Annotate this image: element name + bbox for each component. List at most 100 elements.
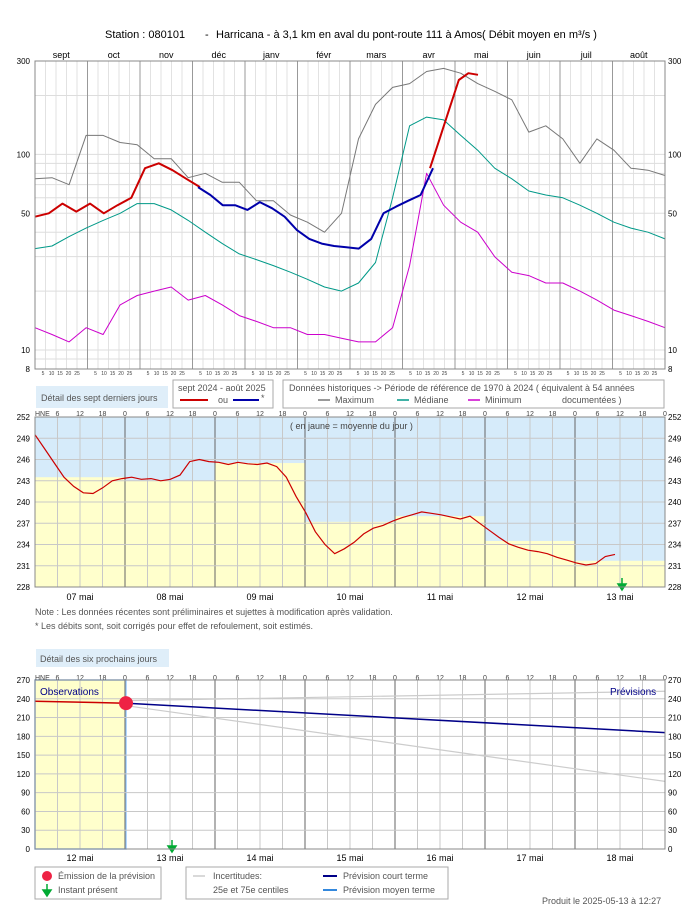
day-tick-label: 5 (199, 371, 202, 377)
y-tick-right: 120 (668, 770, 682, 779)
y-tick-right: 180 (668, 732, 682, 741)
month-label: juil (580, 50, 592, 60)
day-tick-label: 25 (232, 371, 238, 377)
hour-label: 12 (616, 411, 624, 418)
day-tick-label: 20 (486, 371, 492, 377)
day-tick-label: 10 (259, 371, 265, 377)
forecast-series (34, 690, 666, 854)
day-tick-label: 10 (521, 371, 527, 377)
day-tick-label: 5 (619, 371, 622, 377)
month-label: févr (316, 50, 331, 60)
y-tick-left: 300 (17, 57, 31, 66)
hour-label: 0 (483, 411, 487, 418)
hour-label: 6 (56, 675, 60, 682)
month-label: nov (159, 50, 174, 60)
hour-label: 12 (526, 411, 534, 418)
y-tick-right: 0 (668, 845, 673, 854)
day-label: 11 mai (427, 592, 453, 602)
legend-right-box (185, 866, 449, 900)
y-tick-right: 270 (668, 676, 682, 685)
y-tick-left: 270 (17, 676, 31, 685)
day-tick-label: 15 (110, 371, 116, 377)
hour-label: 0 (303, 411, 307, 418)
legend-emission: Émission de la prévision (58, 871, 155, 881)
hour-label: 6 (236, 675, 240, 682)
y-tick-left: 228 (17, 583, 31, 592)
hour-label: 18 (369, 411, 377, 418)
hour-label: 6 (506, 411, 510, 418)
hour-label: 12 (76, 411, 84, 418)
day-tick-label: 10 (469, 371, 475, 377)
hour-label: 18 (189, 675, 197, 682)
day-tick-label: 10 (574, 371, 580, 377)
legend-mid: Prévision moyen terme (343, 885, 435, 895)
day-label: 13 mai (606, 592, 633, 602)
hour-label: 18 (279, 675, 287, 682)
day-tick-label: 20 (538, 371, 544, 377)
hne-label-bot: HNE (35, 675, 50, 682)
day-tick-label: 15 (635, 371, 641, 377)
day-tick-label: 10 (206, 371, 212, 377)
uncert-p75 (125, 690, 666, 702)
y-tick-right: 249 (668, 434, 682, 443)
day-tick-label: 10 (364, 371, 370, 377)
day-tick-label: 15 (425, 371, 431, 377)
forecast-short-line (125, 702, 666, 734)
day-tick-label: 15 (582, 371, 588, 377)
annual-series (34, 67, 666, 343)
hour-label: 12 (166, 675, 174, 682)
day-tick-label: 20 (118, 371, 124, 377)
hour-label: 0 (393, 675, 397, 682)
hour-label: 18 (639, 675, 647, 682)
day-label: 18 mai (606, 853, 633, 863)
y-tick-left: 120 (17, 770, 31, 779)
month-label: oct (108, 50, 121, 60)
hour-label: 12 (346, 411, 354, 418)
day-tick-label: 5 (462, 371, 465, 377)
y-tick-right: 228 (668, 583, 682, 592)
y-tick-left: 100 (17, 150, 31, 159)
present-marker-icon (41, 884, 53, 898)
y-tick-left: 252 (17, 413, 31, 422)
y-tick-right: 50 (668, 209, 677, 218)
series-median (34, 116, 666, 292)
day-tick-label: 25 (74, 371, 80, 377)
legend-uncert-sub: 25e et 75e centiles (213, 885, 289, 895)
emission-marker-icon (42, 871, 52, 881)
day-tick-label: 20 (276, 371, 282, 377)
hour-label: 6 (596, 411, 600, 418)
month-label: juin (526, 50, 541, 60)
title-sep: - (205, 29, 209, 41)
day-tick-label: 15 (57, 371, 63, 377)
hour-label: 0 (663, 675, 667, 682)
y-tick-right: 8 (668, 365, 673, 374)
y-tick-right: 231 (668, 562, 682, 571)
y-tick-left: 210 (17, 714, 31, 723)
y-tick-left: 237 (17, 519, 31, 528)
y-tick-right: 30 (668, 826, 677, 835)
legend-present: Instant présent (58, 885, 118, 895)
y-tick-left: 30 (21, 826, 30, 835)
y-tick-left: 50 (21, 209, 30, 218)
y-tick-left: 249 (17, 434, 31, 443)
hour-label: 12 (436, 411, 444, 418)
y-tick-right: 90 (668, 789, 677, 798)
series-observed (34, 162, 201, 218)
day-tick-label: 10 (311, 371, 317, 377)
note-line2: * Les débits sont, soit corrigés pour ef… (35, 621, 313, 631)
hour-label: 6 (416, 675, 420, 682)
y-tick-right: 100 (668, 150, 682, 159)
day-label: 16 mai (426, 853, 453, 863)
day-label: 12 mai (66, 853, 93, 863)
hour-label: 6 (236, 411, 240, 418)
day-tick-label: 20 (433, 371, 439, 377)
hour-label: 6 (506, 675, 510, 682)
y-tick-right: 300 (668, 57, 682, 66)
day-tick-label: 25 (179, 371, 185, 377)
day-tick-label: 15 (530, 371, 536, 377)
hour-label: 0 (303, 675, 307, 682)
hour-label: 6 (146, 675, 150, 682)
day-tick-label: 5 (94, 371, 97, 377)
y-tick-left: 0 (26, 845, 31, 854)
